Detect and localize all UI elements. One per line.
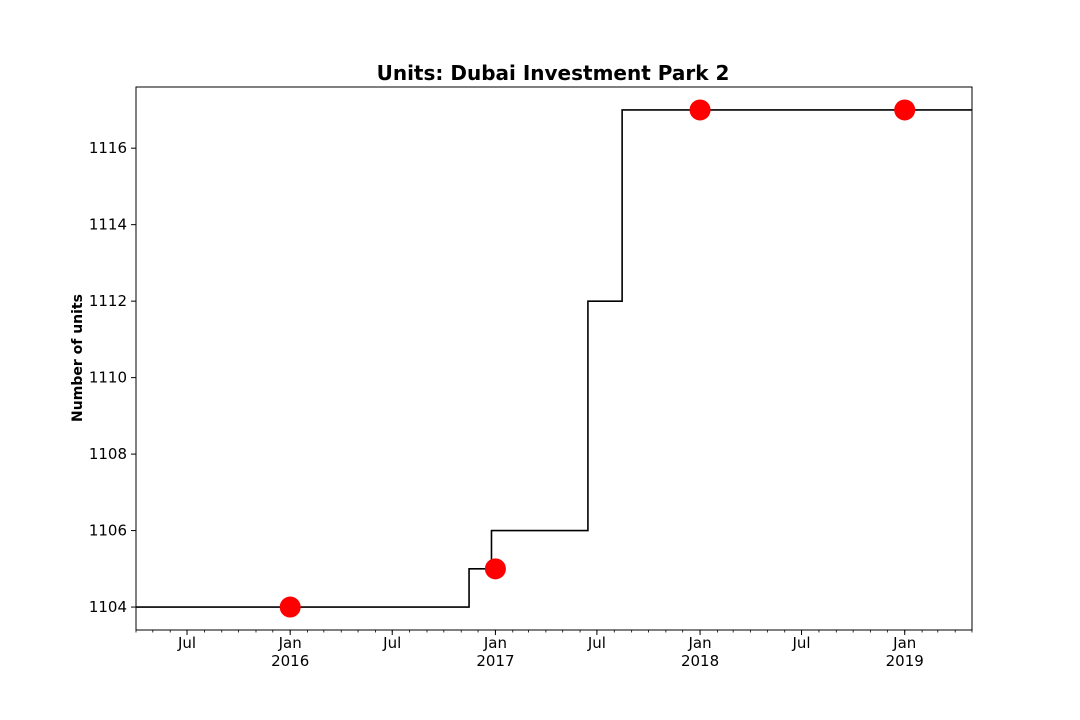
x-tick-label: Jul	[587, 634, 606, 652]
x-tick-label: Jan	[278, 634, 302, 652]
y-tick-label: 1104	[89, 598, 127, 616]
data-point-marker	[279, 596, 301, 618]
y-tick-label: 1114	[89, 216, 127, 234]
x-tick-label: Jan	[687, 634, 711, 652]
y-axis-label: Number of units	[70, 294, 86, 422]
data-point-marker	[484, 558, 506, 580]
x-tick-year-label: 2018	[681, 652, 719, 670]
series-step-line	[136, 109, 972, 608]
y-tick-label: 1106	[89, 522, 127, 540]
y-tick-label: 1116	[89, 139, 127, 157]
y-tick-label: 1110	[89, 369, 127, 387]
x-tick-label: Jan	[483, 634, 507, 652]
x-tick-year-label: 2016	[271, 652, 309, 670]
x-tick-label: Jul	[177, 634, 196, 652]
y-tick-label: 1112	[89, 292, 127, 310]
data-point-marker	[894, 99, 916, 121]
x-tick-label: Jul	[382, 634, 401, 652]
x-tick-label: Jan	[892, 634, 916, 652]
x-tick-label: Jul	[791, 634, 810, 652]
plot-frame	[135, 86, 973, 631]
data-point-marker	[689, 99, 711, 121]
chart-title: Units: Dubai Investment Park 2	[377, 61, 730, 85]
x-tick-year-label: 2017	[476, 652, 514, 670]
y-tick-label: 1108	[89, 445, 127, 463]
x-tick-year-label: 2019	[886, 652, 924, 670]
